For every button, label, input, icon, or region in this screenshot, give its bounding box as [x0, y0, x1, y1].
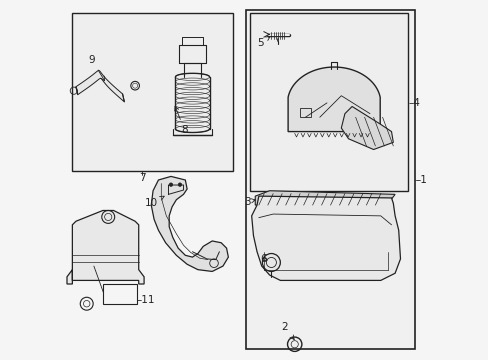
Polygon shape [341, 107, 392, 149]
Bar [72, 13, 233, 171]
Text: 10: 10 [145, 196, 164, 208]
Text: 3: 3 [244, 197, 255, 207]
Text: –4: –4 [407, 98, 419, 108]
Text: –1: –1 [415, 175, 427, 185]
Text: 2: 2 [280, 322, 294, 339]
Text: 7: 7 [139, 173, 145, 183]
Polygon shape [67, 211, 144, 284]
Text: 9: 9 [89, 55, 104, 81]
Polygon shape [287, 67, 380, 132]
Text: 8: 8 [174, 106, 187, 135]
Text: 6: 6 [260, 254, 266, 264]
Circle shape [178, 183, 182, 186]
Text: 5: 5 [256, 36, 269, 48]
Bar [249, 13, 407, 191]
Bar [246, 10, 414, 348]
Circle shape [169, 183, 172, 186]
Bar [300, 108, 310, 117]
Polygon shape [255, 191, 394, 205]
Text: –11: –11 [137, 295, 155, 305]
Polygon shape [251, 196, 400, 280]
Polygon shape [151, 176, 228, 271]
Polygon shape [76, 71, 124, 102]
Bar [102, 284, 137, 304]
